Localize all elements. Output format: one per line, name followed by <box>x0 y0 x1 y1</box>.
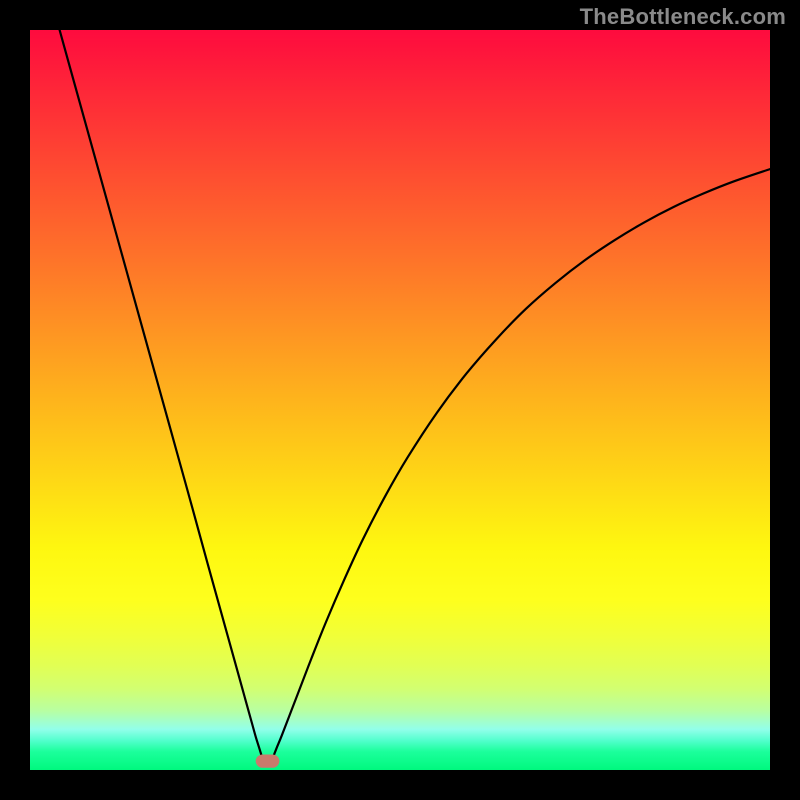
chart-container: TheBottleneck.com <box>0 0 800 800</box>
plot-svg <box>30 30 770 770</box>
gradient-background <box>30 30 770 770</box>
watermark-text: TheBottleneck.com <box>580 4 786 30</box>
optimum-marker <box>256 754 280 767</box>
plot-area <box>30 30 770 770</box>
